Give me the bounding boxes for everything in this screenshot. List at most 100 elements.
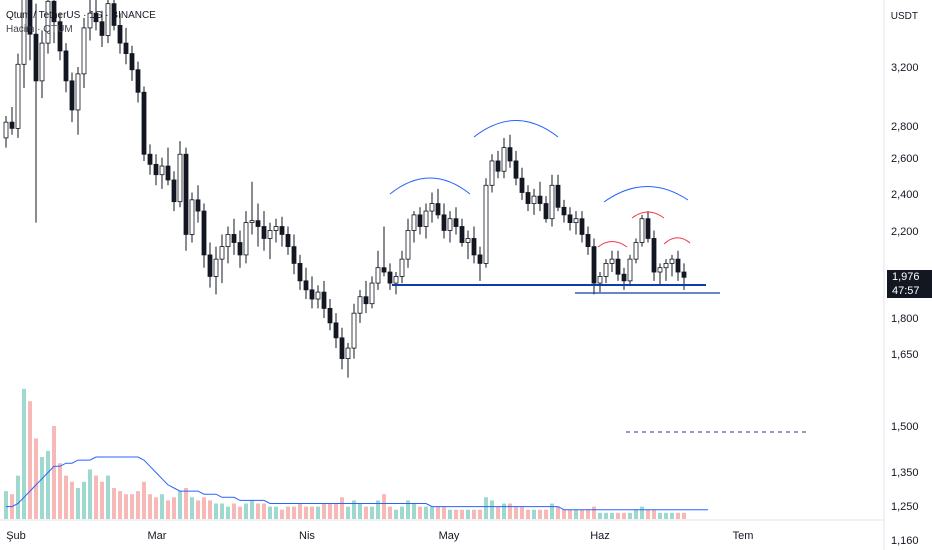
volume-bar (370, 506, 374, 519)
candle-body (459, 226, 465, 243)
volume-bar (292, 506, 296, 519)
volume-bar (604, 512, 608, 519)
left-shoulder-arc (389, 177, 471, 195)
y-axis-labels: 3,200 2,800 2,600 2,400 2,200 1,800 1,650 1,500… (891, 62, 919, 547)
volume-bar (298, 503, 302, 519)
candle-body (339, 337, 345, 360)
volume-bar (646, 509, 650, 519)
candle-body (81, 27, 87, 75)
volume-bar (142, 481, 146, 519)
volume-bar (232, 503, 236, 519)
volume-bar (526, 509, 530, 519)
volume-bar (286, 506, 290, 519)
candle-body (441, 214, 447, 231)
volume-bars (4, 388, 686, 519)
candle-body (465, 238, 471, 243)
volume-bar (208, 500, 212, 519)
candle-body (501, 147, 507, 172)
volume-bar (58, 463, 62, 519)
candle-body (453, 218, 459, 227)
volume-bar (274, 506, 278, 519)
currency-unit: USDT (890, 11, 918, 22)
y-tick-label: 2,600 (891, 153, 919, 165)
volume-bar (484, 497, 488, 519)
candle-body (27, 0, 33, 35)
candle-body (9, 121, 15, 129)
candle-body (3, 121, 9, 139)
candle-body (435, 203, 441, 216)
volume-bar (136, 491, 140, 519)
candle-body (393, 276, 399, 284)
candle-body (93, 12, 99, 23)
candle-body (645, 218, 651, 239)
volume-bar (418, 506, 422, 519)
x-tick-label: Şub (6, 530, 26, 542)
candle-body (177, 153, 183, 203)
volume-bar (304, 506, 308, 519)
volume-bar (586, 509, 590, 519)
volume-bar (352, 500, 356, 519)
volume-bar (520, 506, 524, 519)
small-arc-head (631, 211, 665, 219)
volume-bar (550, 503, 554, 519)
volume-bar (250, 500, 254, 519)
candle-body (417, 214, 423, 227)
volume-bar (682, 512, 686, 519)
candle-body (279, 226, 285, 235)
volume-bar (40, 457, 44, 519)
volume-bar (502, 503, 506, 519)
candle-body (651, 238, 657, 273)
volume-indicator-title: Hacim · QTUM (6, 24, 73, 35)
volume-bar (442, 506, 446, 519)
volume-bar (412, 503, 416, 519)
candle-body (99, 21, 105, 36)
candle-body (321, 291, 327, 309)
candle-body (201, 210, 207, 256)
candle-body (357, 296, 363, 314)
candle-body (57, 21, 63, 52)
candle-body (267, 230, 273, 239)
candle-body (615, 258, 621, 275)
candle-body (165, 165, 171, 181)
candle-body (129, 53, 135, 71)
volume-bar (100, 481, 104, 519)
candle-body (585, 234, 591, 248)
candle-body (147, 153, 153, 165)
volume-bar (118, 491, 122, 519)
volume-bar (88, 469, 92, 519)
volume-bar (454, 509, 458, 519)
candle-body (273, 226, 279, 231)
candle-body (621, 273, 627, 282)
candle-body (639, 218, 645, 243)
candle-body (603, 262, 609, 277)
volume-bar (190, 497, 194, 519)
candle-body (33, 33, 39, 82)
volume-bar (340, 497, 344, 519)
volume-bar (310, 506, 314, 519)
candle-body (405, 230, 411, 260)
candle-body (297, 262, 303, 282)
volume-bar (106, 475, 110, 519)
candle-body (291, 246, 297, 264)
volume-bar (616, 512, 620, 519)
candle-body (513, 160, 519, 179)
volume-bar (538, 509, 542, 519)
volume-bar (28, 401, 32, 519)
volume-bar (556, 506, 560, 519)
candle-body (135, 69, 141, 93)
volume-bar (448, 509, 452, 519)
candle-body (39, 42, 45, 82)
symbol-title: Qtum / TetherUS · 1G · BINANCE (6, 10, 156, 21)
candle-body (351, 312, 357, 349)
candle-body (105, 3, 111, 36)
volume-bar (628, 512, 632, 519)
volume-bar (622, 512, 626, 519)
volume-bar (4, 491, 8, 519)
volume-bar (478, 509, 482, 519)
volume-bar (598, 512, 602, 519)
volume-bar (268, 506, 272, 519)
candle-body (183, 153, 189, 235)
volume-bar (406, 500, 410, 519)
volume-bar (400, 506, 404, 519)
